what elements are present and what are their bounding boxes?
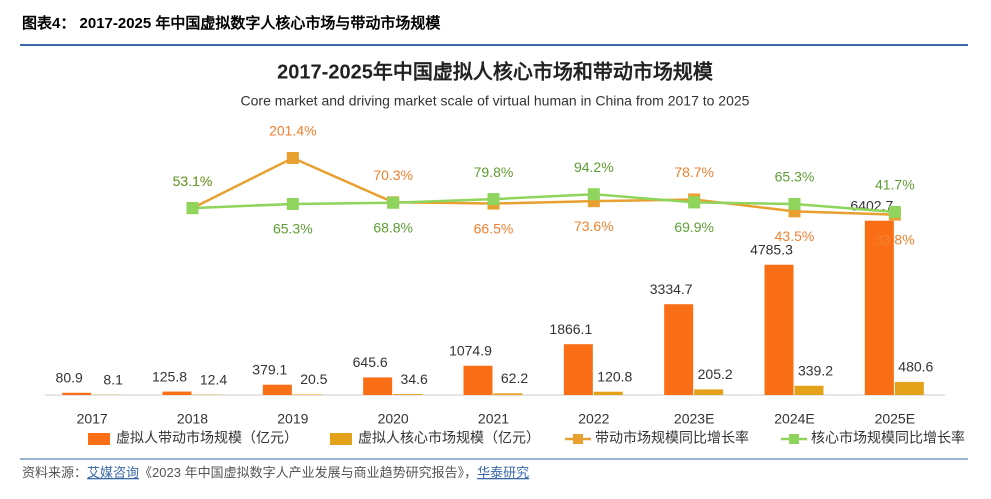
line-value-label: 79.8% [474, 164, 514, 180]
line-value-label: 78.7% [674, 164, 714, 180]
legend-swatch-marker [789, 434, 799, 444]
bar-value-label: 205.2 [698, 366, 733, 382]
line-marker [889, 206, 901, 218]
line-value-label: 68.8% [373, 219, 413, 235]
legend-swatch [88, 433, 110, 445]
bar [895, 382, 924, 395]
legend-label: 带动市场规模同比增长率 [595, 430, 749, 446]
line-value-label: 41.7% [875, 177, 915, 193]
source-label: 资料来源： [22, 465, 87, 480]
bar [564, 344, 593, 395]
legend-label: 核心市场规模同比增长率 [811, 430, 965, 446]
bar-value-label: 125.8 [152, 368, 187, 384]
x-tick-label: 2017 [77, 411, 108, 427]
bar [765, 265, 794, 395]
bar-value-label: 480.6 [898, 359, 933, 375]
line-value-label: 33.8% [875, 231, 915, 247]
line-marker [287, 152, 299, 164]
chart-title: 2017-2025年中国虚拟人核心市场和带动市场规模 [277, 59, 714, 83]
legend-swatch [330, 433, 352, 445]
bar [163, 392, 192, 395]
legend-label: 虚拟人带动市场规模（亿元） [116, 430, 298, 446]
source-org: 艾媒咨询 [87, 465, 139, 480]
line-marker [488, 193, 500, 205]
x-tick-label: 2024E [774, 411, 814, 427]
line-marker [287, 198, 299, 210]
line-marker [387, 197, 399, 209]
bar [293, 394, 322, 395]
x-tick-label: 2021 [478, 411, 509, 427]
line-value-label: 69.9% [674, 219, 714, 235]
line-value-label: 43.5% [775, 228, 815, 244]
bar-value-label: 12.4 [200, 371, 227, 387]
source-report: 《2023 年中国虚拟数字人产业发展与商业趋势研究报告》， [139, 465, 477, 480]
bar-value-label: 80.9 [56, 370, 83, 386]
legend-label: 虚拟人核心市场规模（亿元） [358, 430, 540, 446]
line-value-label: 201.4% [269, 123, 316, 139]
line-marker [688, 196, 700, 208]
bar-value-label: 8.1 [103, 371, 123, 387]
footer-source: 资料来源：艾媒咨询《2023 年中国虚拟数字人产业发展与商业趋势研究报告》，华泰… [22, 465, 529, 480]
bar [464, 366, 493, 395]
bar [694, 389, 723, 395]
source-house: 华泰研究 [477, 465, 529, 480]
line-marker [588, 188, 600, 200]
bar [795, 386, 824, 395]
bar-value-label: 62.2 [501, 370, 528, 386]
line-value-label: 73.6% [574, 218, 614, 234]
line-value-label: 70.3% [373, 167, 413, 183]
line-value-label: 53.1% [173, 173, 213, 189]
bar-value-label: 379.1 [252, 361, 287, 377]
bar [594, 392, 623, 395]
x-tick-label: 2018 [177, 411, 208, 427]
bar [263, 385, 292, 395]
bar [664, 304, 693, 395]
bar-value-label: 3334.7 [650, 281, 693, 297]
line-value-label: 65.3% [775, 169, 815, 185]
bar-value-label: 645.6 [353, 354, 388, 370]
x-tick-label: 2019 [277, 411, 308, 427]
bar-value-label: 20.5 [300, 371, 327, 387]
line-value-label: 94.2% [574, 159, 614, 175]
x-tick-label: 2022 [578, 411, 609, 427]
x-tick-label: 2025E [875, 411, 915, 427]
bar [393, 394, 422, 395]
x-tick-label: 2023E [674, 411, 714, 427]
line-value-label: 65.3% [273, 221, 313, 237]
bar-value-label: 34.6 [401, 371, 428, 387]
line-marker [789, 198, 801, 210]
bar [62, 393, 91, 395]
bar [494, 393, 523, 395]
legend-swatch-marker [573, 434, 583, 444]
line-marker [187, 202, 199, 214]
bar [363, 377, 392, 395]
bar-value-label: 339.2 [798, 362, 833, 378]
bar-value-label: 1866.1 [549, 321, 592, 337]
bar-value-label: 120.8 [597, 368, 632, 384]
line-value-label: 66.5% [474, 220, 514, 236]
chart-subtitle: Core market and driving market scale of … [241, 93, 750, 109]
header-title: 图表4： 2017-2025 年中国虚拟数字人核心市场与带动市场规模 [22, 14, 441, 32]
x-tick-label: 2020 [378, 411, 409, 427]
bar-value-label: 1074.9 [449, 342, 492, 358]
